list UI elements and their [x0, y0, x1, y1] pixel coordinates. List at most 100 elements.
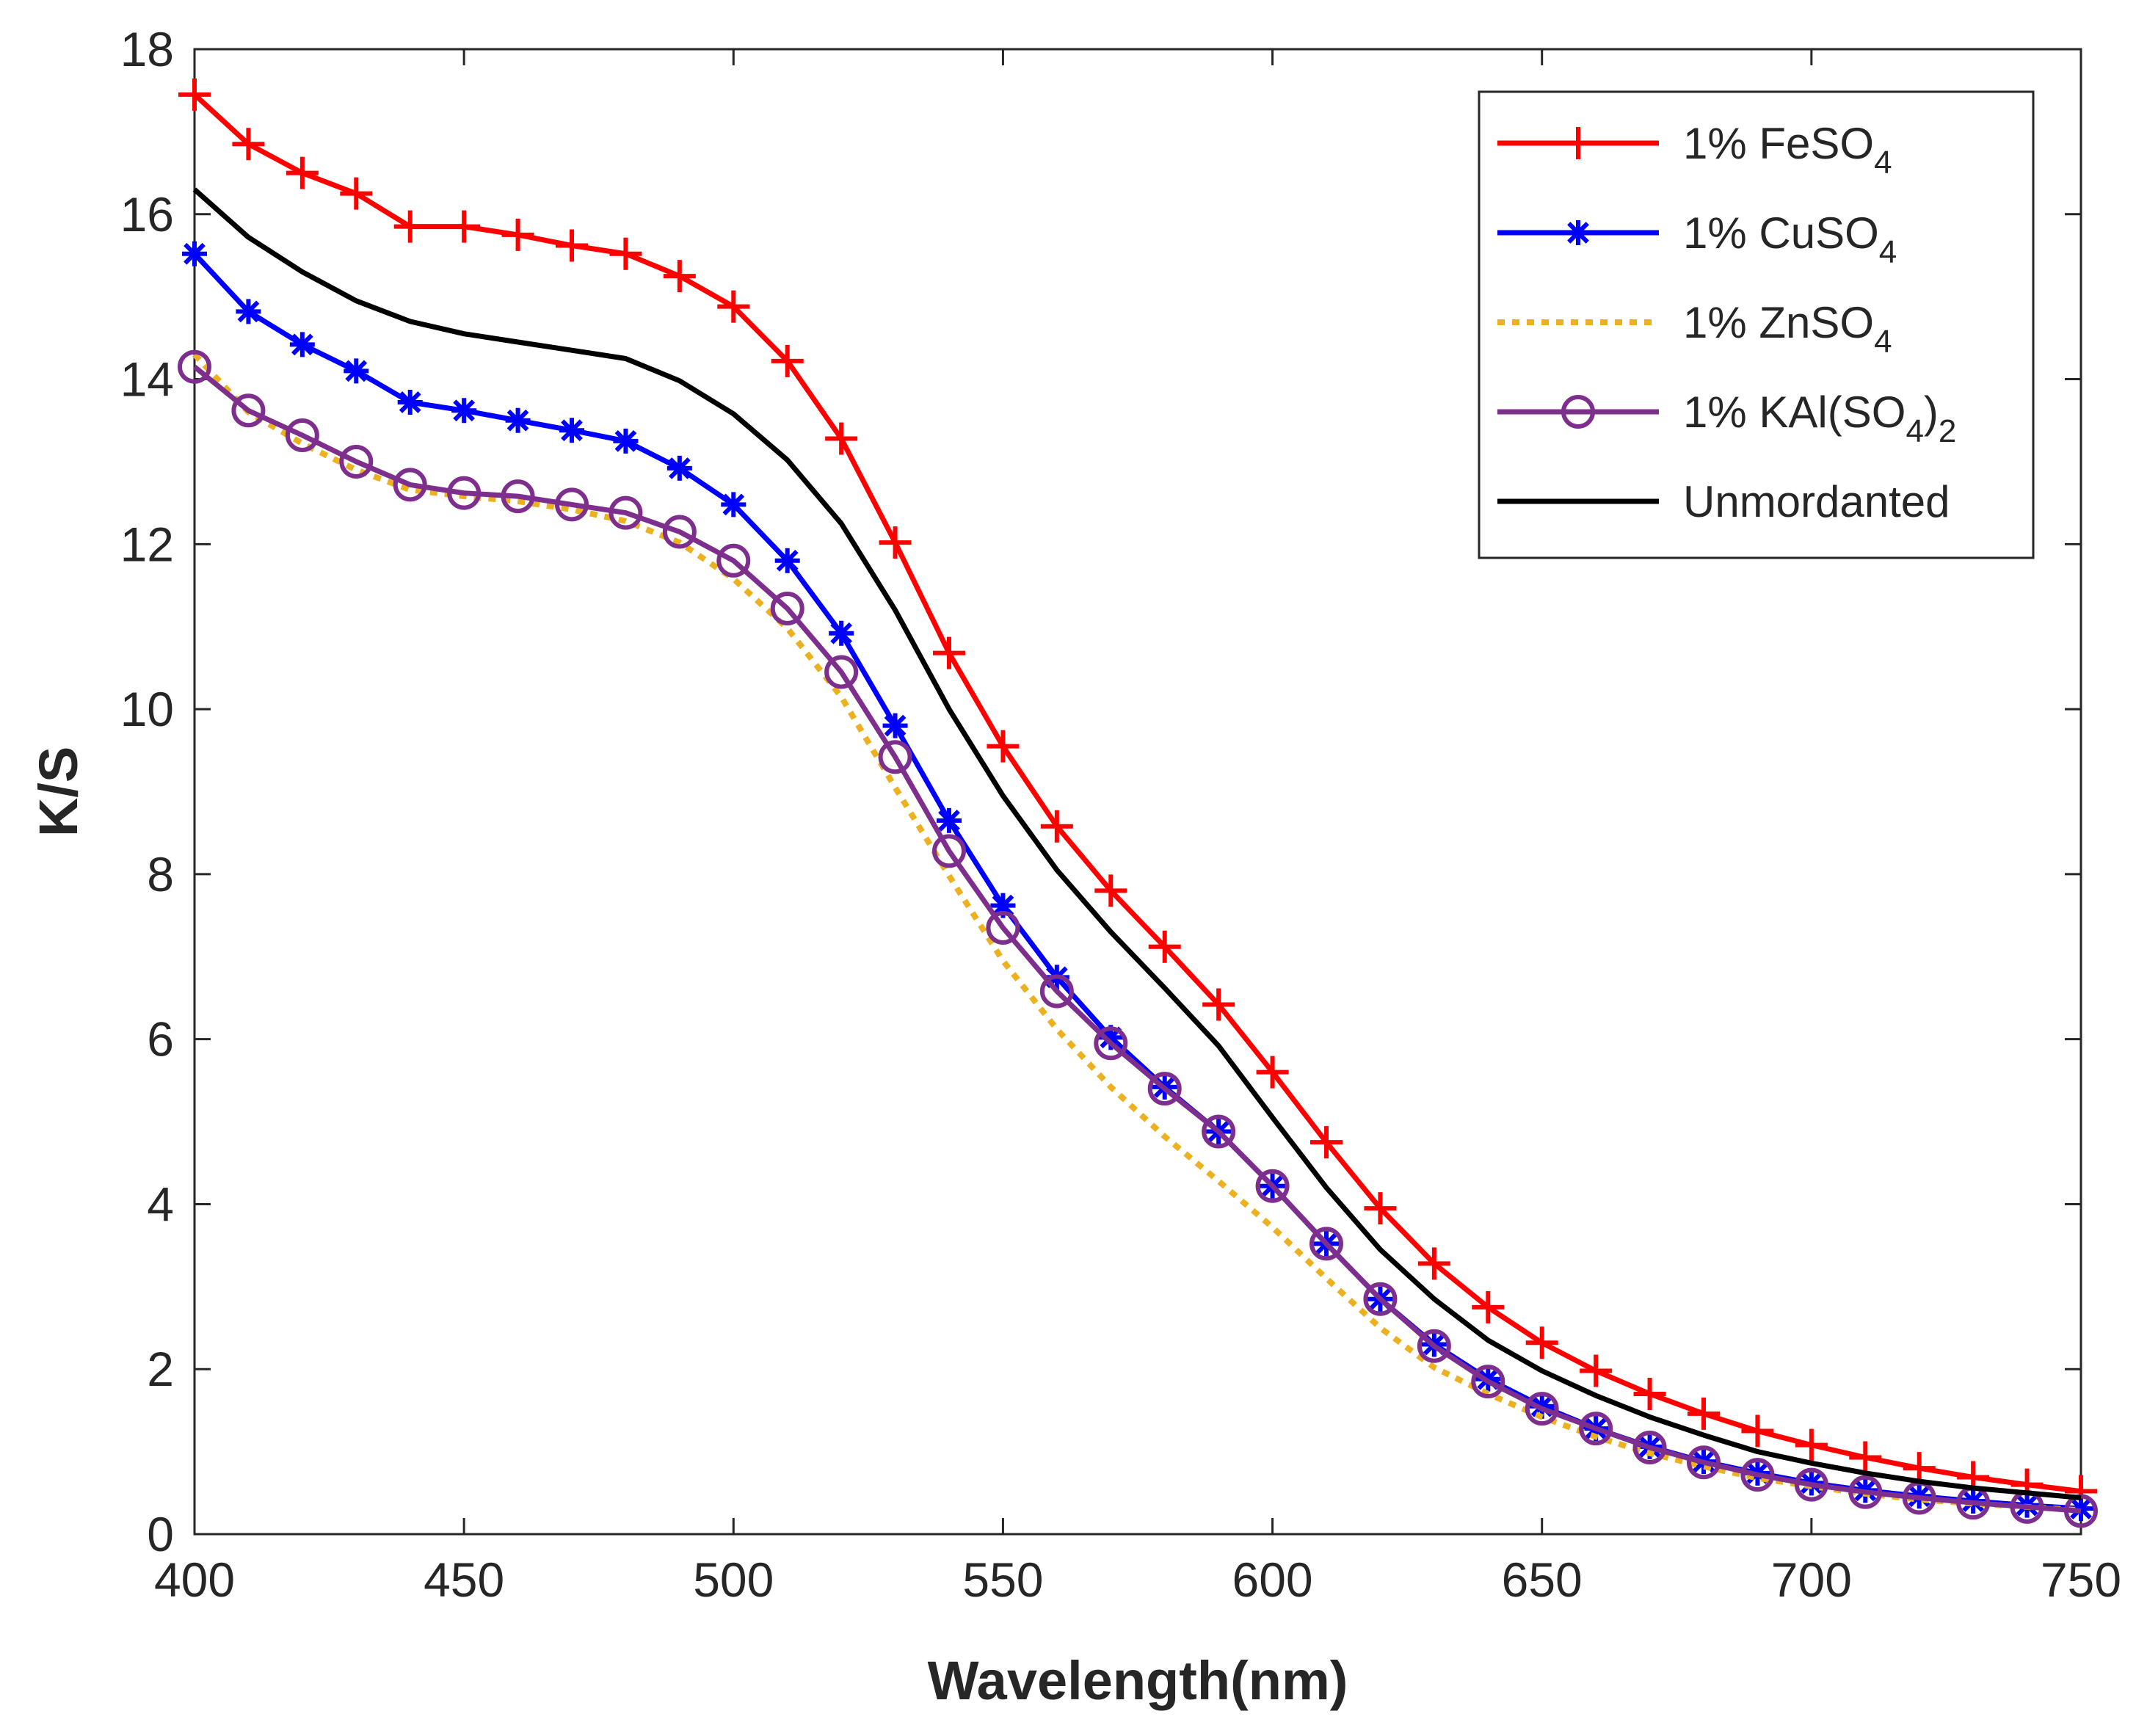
- y-tick-label: 2: [147, 1342, 174, 1396]
- legend-entry: Unmordanted: [1497, 477, 1950, 526]
- legend-label: 1% FeSO4: [1683, 119, 1892, 181]
- data-point: [1364, 1192, 1397, 1225]
- x-tick-label: 600: [1232, 1552, 1313, 1607]
- data-point: [1688, 1397, 1720, 1430]
- data-point: [1094, 1026, 1128, 1061]
- data-point: [285, 418, 319, 452]
- x-tick-label: 750: [2041, 1552, 2121, 1607]
- data-point: [1417, 1329, 1451, 1363]
- data-point: [340, 177, 373, 210]
- data-point: [878, 740, 912, 774]
- data-point: [1147, 1072, 1182, 1106]
- data-point: [344, 358, 369, 384]
- legend-marker: [1562, 127, 1594, 159]
- data-point: [1472, 1290, 1505, 1323]
- data-point: [1202, 988, 1235, 1021]
- legend-marker: [1566, 220, 1591, 245]
- x-tick-label: 450: [424, 1552, 504, 1607]
- data-point: [774, 548, 800, 573]
- data-point: [1202, 1114, 1236, 1149]
- x-tick-label: 700: [1771, 1552, 1852, 1607]
- data-point: [393, 210, 426, 243]
- data-point: [829, 620, 854, 646]
- data-point: [447, 476, 482, 510]
- data-point: [559, 418, 584, 443]
- legend-entry: 1% CuSO4: [1497, 208, 1897, 270]
- data-point: [882, 713, 908, 738]
- y-tick-label: 4: [147, 1177, 174, 1231]
- legend-entry: 1% ZnSO4: [1497, 298, 1892, 360]
- legend-label-main: 1% FeSO: [1683, 119, 1874, 168]
- data-point: [824, 655, 859, 689]
- data-point: [556, 229, 588, 262]
- series-0: [178, 78, 2097, 1508]
- legend-label: Unmordanted: [1683, 477, 1950, 526]
- data-point: [1525, 1326, 1558, 1359]
- data-point: [451, 398, 477, 424]
- series-2: [192, 352, 2082, 1514]
- y-tick-label: 14: [120, 352, 174, 407]
- legend-label-tail: ): [1924, 388, 1939, 437]
- series-4: [192, 187, 2082, 1500]
- data-point: [1580, 1354, 1613, 1387]
- data-point: [286, 156, 319, 189]
- legend-label-subscript: 4: [1906, 413, 1923, 449]
- data-point: [609, 495, 643, 530]
- data-point: [182, 241, 207, 266]
- x-tick-label: 550: [962, 1552, 1043, 1607]
- data-point: [1794, 1467, 1828, 1502]
- data-point: [1525, 1392, 1559, 1426]
- legend-label-tail-subscript: 2: [1939, 413, 1956, 449]
- data-point: [1795, 1428, 1828, 1461]
- data-point: [1148, 930, 1181, 963]
- data-point: [1040, 810, 1073, 843]
- data-point: [663, 260, 696, 293]
- series-3: [178, 349, 2098, 1528]
- legend-label-subscript: 4: [1874, 145, 1892, 181]
- data-point: [1255, 1169, 1290, 1203]
- data-point: [1363, 1282, 1398, 1316]
- y-tick-label: 16: [120, 187, 174, 241]
- y-tick-label: 12: [120, 517, 174, 571]
- legend-label-subscript: 4: [1874, 324, 1892, 360]
- data-point: [236, 299, 261, 324]
- data-point: [1094, 874, 1127, 907]
- legend-label-subscript: 4: [1879, 234, 1897, 270]
- data-point: [1256, 1056, 1289, 1089]
- data-point: [662, 515, 697, 549]
- data-point: [932, 834, 966, 868]
- legend-label-main: 1% ZnSO: [1683, 298, 1874, 347]
- data-point: [448, 210, 481, 243]
- data-point: [1310, 1126, 1343, 1159]
- data-point: [613, 428, 639, 454]
- data-point: [716, 543, 751, 578]
- legend-entry: 1% FeSO4: [1497, 119, 1892, 181]
- data-point: [933, 636, 965, 669]
- data-point: [505, 407, 531, 433]
- legend-label-main: 1% KAl(SO: [1683, 388, 1906, 437]
- data-point: [231, 393, 266, 428]
- data-point: [1848, 1475, 1883, 1509]
- y-tick-label: 6: [147, 1012, 174, 1067]
- x-tick-label: 400: [154, 1552, 235, 1607]
- data-point: [1471, 1365, 1505, 1399]
- data-point: [990, 893, 1016, 918]
- series-line: [192, 364, 2082, 1514]
- data-point: [1417, 1247, 1450, 1280]
- legend-label: 1% ZnSO4: [1683, 298, 1892, 360]
- y-axis-label: K/S: [28, 747, 89, 837]
- x-tick-label: 650: [1502, 1552, 1583, 1607]
- data-point: [501, 218, 534, 251]
- legend-label-main: 1% CuSO: [1683, 208, 1879, 258]
- data-point: [1741, 1414, 1774, 1448]
- data-point: [717, 290, 750, 323]
- data-point: [289, 332, 315, 357]
- legend-label: 1% KAl(SO4)2: [1683, 388, 1956, 449]
- data-point: [1039, 974, 1074, 1009]
- data-point: [501, 479, 535, 514]
- x-tick-label: 500: [693, 1552, 774, 1607]
- data-point: [1309, 1227, 1343, 1261]
